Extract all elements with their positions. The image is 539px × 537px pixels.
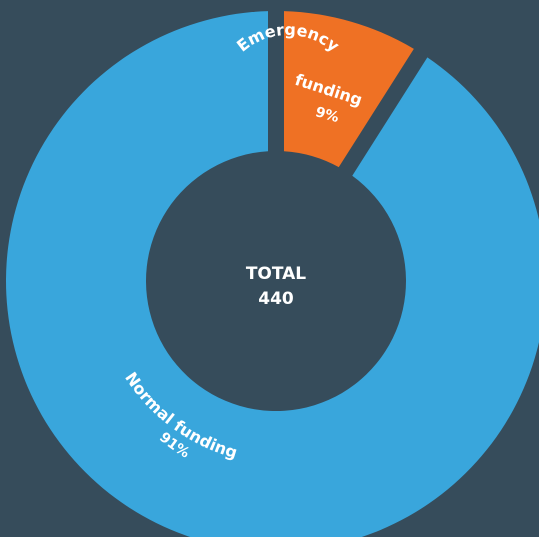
slice-normal-funding — [6, 11, 539, 537]
total-value: 440 — [258, 289, 294, 309]
slice-emergency-funding — [283, 11, 414, 168]
emergency-funding-percent: 9% — [313, 104, 340, 126]
total-title: TOTAL — [246, 264, 306, 284]
